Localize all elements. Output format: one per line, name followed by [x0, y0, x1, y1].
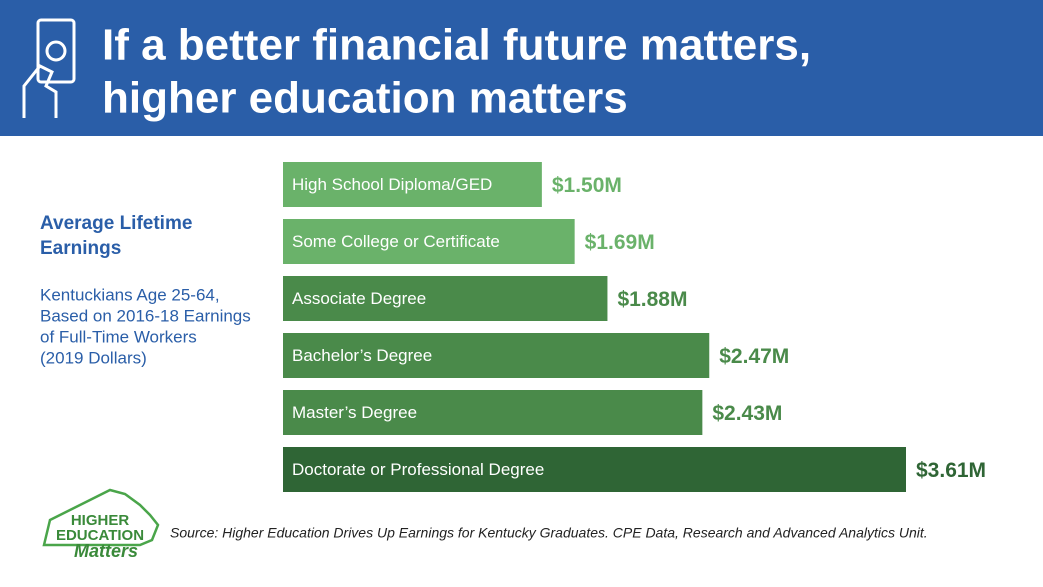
bar — [283, 162, 542, 207]
value-label: $1.69M — [585, 231, 655, 254]
bar-label: Some College or Certificate — [292, 232, 500, 251]
bar — [283, 276, 608, 321]
chart-subtitle: Based on 2016-18 Earnings — [40, 306, 251, 325]
bar — [283, 390, 703, 435]
value-label: $3.61M — [916, 459, 986, 482]
money-icon — [22, 18, 76, 118]
chart-title: Average Lifetime Earnings — [40, 213, 192, 259]
chart-subtitle: Kentuckians Age 25-64, — [40, 285, 220, 304]
logo-text: HIGHER — [71, 512, 130, 529]
bar — [283, 219, 575, 264]
bar-label: Associate Degree — [292, 289, 426, 308]
bar-label: Master’s Degree — [292, 403, 417, 422]
logo-outline — [42, 488, 160, 547]
value-label: $2.43M — [712, 402, 782, 425]
bar — [283, 333, 710, 378]
header-title: If a better financial future matters, — [102, 21, 811, 70]
logo: HIGHER EDUCATION Matters — [42, 488, 160, 561]
source-note: Source: Higher Education Drives Up Earni… — [170, 525, 928, 541]
header-title: higher education matters — [102, 74, 628, 123]
bar-label: Bachelor’s Degree — [292, 346, 432, 365]
chart-subtitle: (2019 Dollars) — [40, 348, 147, 367]
chart-subtitle: of Full-Time Workers — [40, 327, 197, 346]
logo-text: EDUCATION — [56, 527, 144, 544]
bar-label: Doctorate or Professional Degree — [292, 460, 544, 479]
value-label: $1.88M — [617, 288, 687, 311]
bar — [283, 447, 906, 492]
bar-label: High School Diploma/GED — [292, 175, 492, 194]
header-band — [0, 0, 1043, 136]
value-label: $1.50M — [552, 174, 622, 197]
value-label: $2.47M — [719, 345, 789, 368]
logo-text: Matters — [74, 541, 138, 561]
